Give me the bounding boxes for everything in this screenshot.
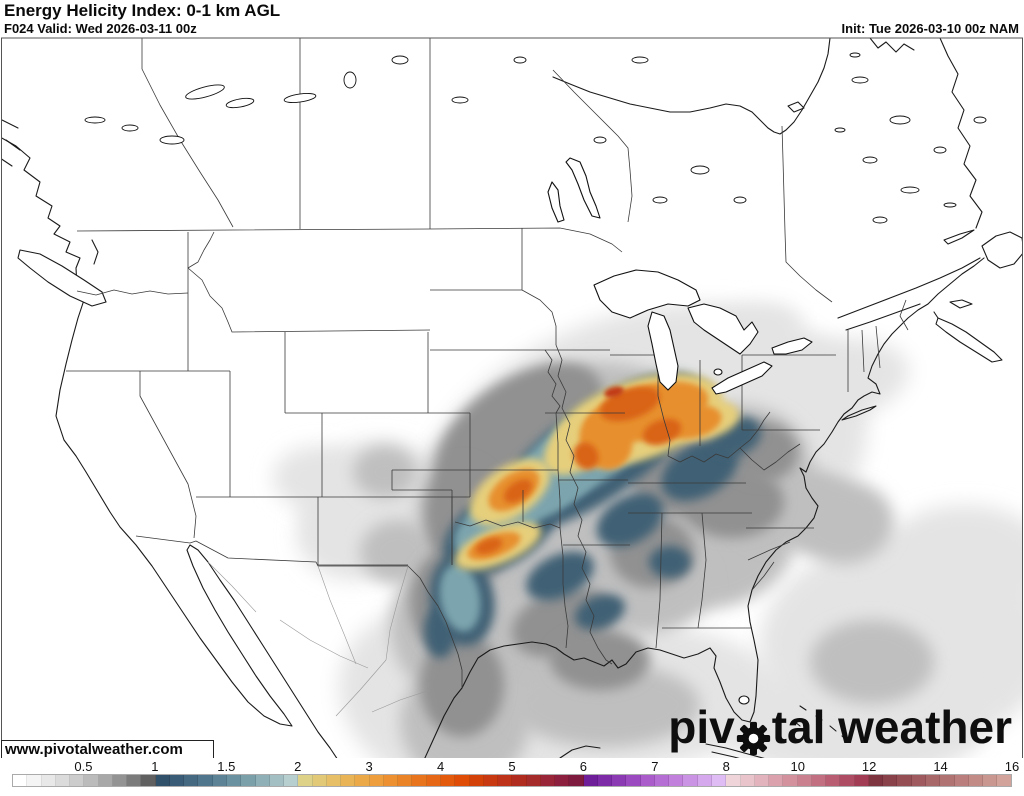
header: Energy Helicity Index: 0-1 km AGL F024 V… [0, 0, 1024, 37]
colorbar-tick-12: 12 [861, 759, 877, 774]
colorbar-tick-6: 6 [579, 759, 588, 774]
gear-icon [736, 713, 771, 755]
colorbar-tick-3: 3 [365, 759, 373, 774]
colorbar-tick-0.5: 0.5 [74, 759, 93, 774]
mexico-border-layer [207, 561, 431, 717]
colorbar-tick-1.5: 1.5 [217, 759, 236, 774]
colorbar-tick-8: 8 [722, 759, 730, 774]
valid-time-label: F024 Valid: Wed 2026-03-11 00z [4, 21, 197, 36]
border-layer [66, 38, 909, 688]
colorbar-tick-1: 1 [151, 759, 159, 774]
colorbar-tick-14: 14 [933, 759, 948, 774]
colorbar-tick-2: 2 [294, 759, 302, 774]
colorbar-tick-10: 10 [790, 759, 805, 774]
watermark-text-right: tal weather [771, 701, 1012, 753]
colorbar-tick-5: 5 [508, 759, 516, 774]
colorbar-tick-16: 16 [1004, 759, 1020, 774]
lakes-layer [84, 52, 987, 705]
page-title: Energy Helicity Index: 0-1 km AGL [4, 1, 281, 20]
canada-small-lakes [84, 52, 987, 224]
watermark-text-left: piv [668, 701, 735, 753]
colorbar-tick-7: 7 [651, 759, 659, 774]
colorbar-tick-labels: 0.5 1 1.5 2 3 4 5 6 7 8 10 12 14 16 [12, 759, 1019, 774]
site-url-label: www.pivotalweather.com [1, 740, 214, 760]
colorbar-tick-4: 4 [436, 759, 445, 774]
ehi-shading-field [273, 303, 1022, 759]
colorbar-cells [12, 774, 1012, 787]
init-time-label: Init: Tue 2026-03-10 00z NAM [841, 21, 1019, 36]
colorbar: 0.5 1 1.5 2 3 4 5 6 7 8 10 12 14 16 [0, 758, 1024, 791]
pivotal-weather-watermark: piv tal weather [668, 700, 1012, 755]
